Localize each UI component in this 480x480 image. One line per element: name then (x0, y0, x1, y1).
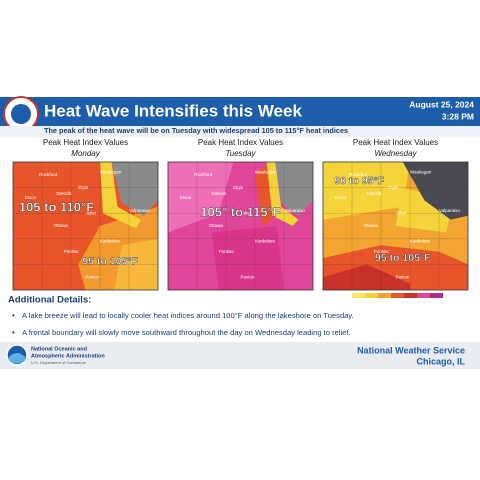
office-location: Chicago, IL (416, 356, 465, 366)
panel-day: Monday (71, 149, 100, 158)
map-border (322, 161, 469, 291)
city-label: Waukegan (100, 169, 122, 174)
city-label: Waukegan (255, 169, 277, 174)
subtitle-bar (0, 126, 480, 137)
city-label: Joliet (86, 210, 97, 215)
agency-line: National Oceanic and (31, 346, 87, 352)
map-zone (114, 238, 158, 290)
city-label: Elgin (233, 185, 244, 190)
map-zone (275, 162, 313, 216)
city-label: Kankakee (255, 239, 276, 244)
city-label: Ottawa (54, 223, 69, 228)
footer-bar (0, 342, 480, 369)
city-label: Joliet (241, 210, 252, 215)
detail-bullet: A frontal boundary will slowly move sout… (22, 328, 351, 337)
office: National Weather Service (357, 345, 465, 355)
city-label: Rockford (39, 172, 58, 177)
subtitle: The peak of the heat wave will be on Tue… (44, 126, 348, 135)
city-label: Waukegan (410, 169, 432, 174)
legend-swatch (391, 293, 404, 298)
city-label: Paxton (396, 274, 411, 279)
city-label: Ottawa (364, 223, 379, 228)
city-label: Pontiac (374, 249, 390, 254)
heat-range-label: 95 to 105°F (82, 256, 138, 268)
heat-range-label: 105° to 115°F (200, 205, 281, 220)
city-label: Valparaiso (284, 208, 305, 213)
map-zone (323, 264, 410, 290)
city-label: Elgin (388, 185, 399, 190)
panel-heading: Peak Heat Index Values (198, 138, 283, 147)
city-label: Dixon (180, 195, 192, 200)
agency-line: Atmospheric Administration (31, 353, 105, 359)
map-zone (402, 162, 468, 220)
map-zone (211, 226, 284, 290)
city-label: Elgin (78, 185, 89, 190)
noaa-logo-wave (9, 353, 25, 364)
map-border (167, 161, 314, 291)
heat-range-label: 90 to 95°F (334, 175, 384, 187)
city-label: Paxton (241, 274, 256, 279)
city-label: Valparaiso (129, 208, 150, 213)
heat-range-label: 105 to 110°F (19, 200, 94, 215)
legend-swatch (365, 293, 378, 298)
city-label: DeKalb (57, 191, 72, 196)
map-zone (100, 162, 141, 229)
city-label: Valparaiso (439, 208, 460, 213)
detail-bullet: A lake breeze will lead to locally coole… (22, 311, 354, 320)
panel-heading: Peak Heat Index Values (43, 138, 128, 147)
city-label: Rockford (194, 172, 213, 177)
city-label: Ottawa (209, 223, 224, 228)
title: Heat Wave Intensifies this Week (44, 101, 302, 120)
city-label: Kankakee (410, 239, 431, 244)
panel-day: Wednesday (374, 149, 417, 158)
legend-swatch (378, 293, 391, 298)
legend-swatch (417, 293, 430, 298)
bullet-dot: • (12, 328, 15, 337)
city-label: DeKalb (212, 191, 227, 196)
map-zone (168, 162, 234, 233)
date: August 25, 2024 (409, 99, 474, 109)
legend-swatch (352, 293, 365, 298)
header-bar (0, 97, 480, 126)
city-label: Paxton (86, 274, 101, 279)
city-label: Kankakee (100, 239, 121, 244)
nws-logo-inner (11, 104, 31, 124)
panel-heading: Peak Heat Index Values (353, 138, 438, 147)
legend-swatch (430, 293, 443, 298)
map-zone (266, 162, 299, 226)
map-border (12, 161, 159, 291)
panel-day: Tuesday (225, 149, 256, 158)
city-label: DeKalb (367, 191, 382, 196)
city-label: Rockford (349, 172, 368, 177)
bullet-dot: • (12, 311, 15, 320)
city-label: Pontiac (64, 249, 80, 254)
city-label: Dixon (25, 195, 37, 200)
map-zone (323, 162, 410, 220)
department: U.S. Department of Commerce (31, 360, 87, 365)
legend-swatch (404, 293, 417, 298)
map-zone (111, 162, 158, 216)
city-label: Pontiac (219, 249, 235, 254)
heat-range-label: 95 to 105°F (375, 252, 431, 264)
time: 3:28 PM (442, 111, 474, 121)
city-label: Joliet (396, 210, 407, 215)
details-heading: Additional Details: (8, 295, 91, 306)
map-zone (255, 162, 273, 226)
city-label: Dixon (335, 195, 347, 200)
